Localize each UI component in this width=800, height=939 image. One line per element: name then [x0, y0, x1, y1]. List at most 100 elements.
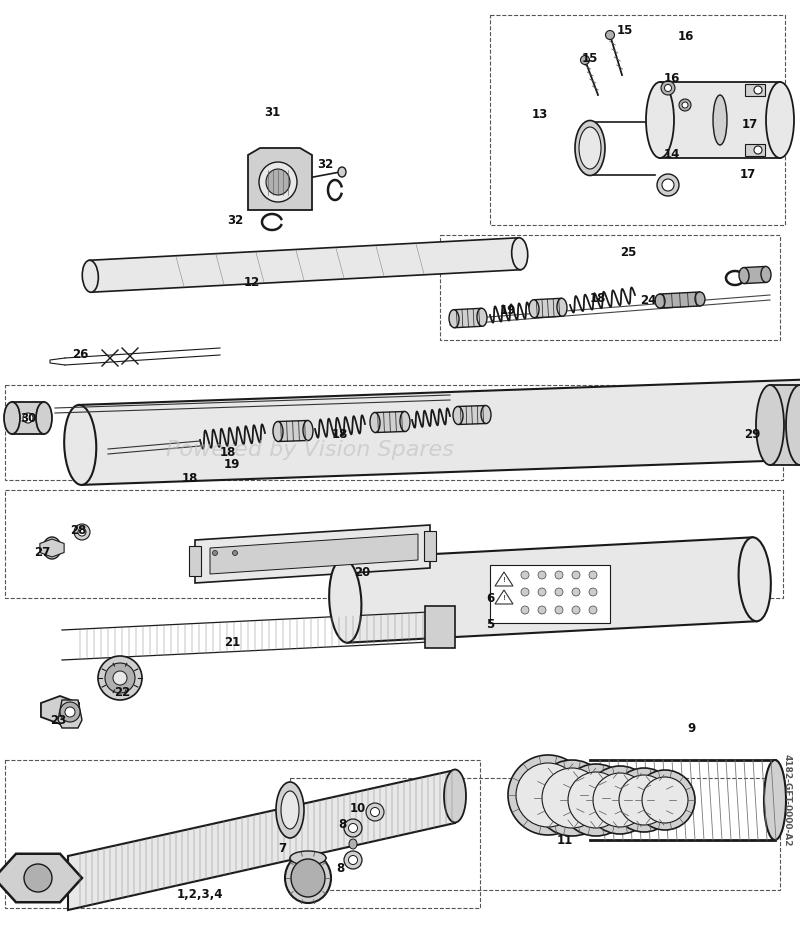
- Ellipse shape: [65, 707, 75, 717]
- Ellipse shape: [78, 528, 86, 536]
- Text: 28: 28: [70, 524, 86, 536]
- Polygon shape: [195, 525, 430, 583]
- Ellipse shape: [113, 671, 127, 685]
- Text: 32: 32: [227, 213, 243, 226]
- Ellipse shape: [281, 791, 299, 829]
- Bar: [424, 531, 436, 561]
- Ellipse shape: [572, 588, 580, 596]
- Ellipse shape: [529, 300, 539, 317]
- Ellipse shape: [481, 406, 491, 423]
- Ellipse shape: [512, 238, 528, 269]
- Bar: [490, 565, 610, 623]
- Text: 17: 17: [740, 168, 756, 181]
- Text: 24: 24: [640, 294, 656, 306]
- Text: 7: 7: [278, 841, 286, 854]
- Ellipse shape: [655, 294, 665, 308]
- Bar: [290, 778, 780, 890]
- Ellipse shape: [581, 55, 590, 65]
- Ellipse shape: [555, 606, 563, 614]
- Text: 8: 8: [336, 861, 344, 874]
- Text: 10: 10: [350, 802, 366, 814]
- Ellipse shape: [43, 537, 61, 559]
- Polygon shape: [454, 308, 482, 328]
- Polygon shape: [12, 402, 44, 434]
- Ellipse shape: [291, 859, 325, 897]
- Text: 23: 23: [50, 714, 66, 727]
- Ellipse shape: [24, 864, 52, 892]
- Ellipse shape: [276, 782, 304, 838]
- Ellipse shape: [542, 768, 602, 828]
- Ellipse shape: [665, 85, 671, 91]
- Ellipse shape: [589, 571, 597, 579]
- Ellipse shape: [370, 808, 379, 817]
- Bar: [425, 606, 455, 648]
- Ellipse shape: [98, 656, 142, 700]
- Ellipse shape: [534, 760, 610, 836]
- Ellipse shape: [555, 588, 563, 596]
- Ellipse shape: [259, 162, 297, 202]
- Bar: [490, 15, 785, 225]
- Text: 18: 18: [182, 471, 198, 485]
- Ellipse shape: [213, 550, 218, 556]
- Ellipse shape: [105, 663, 135, 693]
- Ellipse shape: [579, 127, 601, 169]
- Ellipse shape: [679, 99, 691, 111]
- Bar: [5, 385, 783, 480]
- Ellipse shape: [612, 768, 676, 832]
- Ellipse shape: [586, 766, 654, 834]
- Text: 19: 19: [500, 303, 516, 316]
- Polygon shape: [68, 770, 455, 910]
- Ellipse shape: [661, 81, 675, 95]
- Ellipse shape: [568, 772, 624, 828]
- Ellipse shape: [344, 819, 362, 837]
- Polygon shape: [495, 590, 513, 604]
- Ellipse shape: [682, 102, 688, 108]
- Ellipse shape: [560, 764, 632, 836]
- Ellipse shape: [338, 167, 346, 177]
- Ellipse shape: [572, 606, 580, 614]
- Polygon shape: [79, 379, 800, 485]
- Polygon shape: [743, 267, 766, 284]
- Polygon shape: [248, 148, 312, 210]
- Polygon shape: [458, 406, 486, 424]
- Polygon shape: [660, 292, 700, 308]
- Text: 21: 21: [224, 636, 240, 649]
- Ellipse shape: [516, 763, 580, 827]
- Ellipse shape: [4, 402, 20, 434]
- Ellipse shape: [74, 524, 90, 540]
- Polygon shape: [534, 299, 562, 317]
- Text: 8: 8: [338, 819, 346, 832]
- Ellipse shape: [538, 588, 546, 596]
- Text: !: !: [502, 577, 506, 583]
- Ellipse shape: [739, 268, 749, 284]
- Ellipse shape: [290, 851, 326, 865]
- Text: 31: 31: [264, 105, 280, 118]
- Polygon shape: [374, 411, 406, 433]
- Ellipse shape: [285, 853, 331, 903]
- Ellipse shape: [593, 773, 647, 827]
- Ellipse shape: [82, 260, 98, 292]
- Ellipse shape: [589, 588, 597, 596]
- Text: 1,2,3,4: 1,2,3,4: [177, 888, 223, 901]
- Ellipse shape: [508, 755, 588, 835]
- Ellipse shape: [344, 851, 362, 869]
- Ellipse shape: [575, 120, 605, 176]
- Ellipse shape: [60, 702, 80, 722]
- Ellipse shape: [449, 310, 459, 328]
- Text: 32: 32: [317, 159, 333, 172]
- Ellipse shape: [329, 559, 362, 642]
- Text: !: !: [502, 595, 506, 601]
- Ellipse shape: [233, 550, 238, 556]
- Ellipse shape: [764, 760, 786, 840]
- Text: 6: 6: [486, 592, 494, 605]
- Ellipse shape: [521, 588, 529, 596]
- Ellipse shape: [754, 146, 762, 154]
- Bar: [5, 490, 783, 598]
- Text: 9: 9: [688, 721, 696, 734]
- Ellipse shape: [589, 606, 597, 614]
- Text: 15: 15: [617, 23, 633, 37]
- Text: 16: 16: [664, 71, 680, 85]
- Text: 22: 22: [114, 685, 130, 699]
- Ellipse shape: [557, 299, 567, 316]
- Ellipse shape: [36, 402, 52, 434]
